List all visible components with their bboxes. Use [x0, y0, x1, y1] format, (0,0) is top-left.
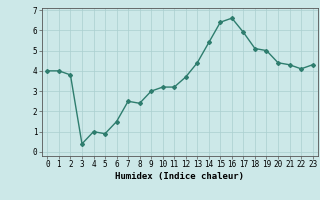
- X-axis label: Humidex (Indice chaleur): Humidex (Indice chaleur): [116, 172, 244, 181]
